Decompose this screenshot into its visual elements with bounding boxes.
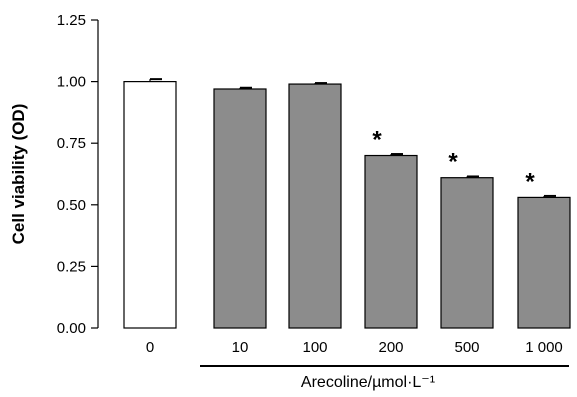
y-tick-label: 0.50 (57, 197, 86, 214)
bar-200 (364, 154, 418, 329)
bar-10 (213, 88, 267, 329)
y-tick-label: 1.00 (57, 74, 86, 91)
x-axis-label: Arecoline/µmol·L⁻¹ (301, 374, 435, 391)
significance-star: * (372, 127, 382, 154)
plot-area: 0.00 0.25 0.50 0.75 1.00 1.25 0 10 100 200 * 500 * 1 … (57, 12, 571, 367)
x-tick-label: 10 (232, 339, 249, 356)
y-tick-label: 0.75 (57, 135, 86, 152)
x-tick-label: 0 (146, 339, 154, 356)
x-tick-label: 500 (454, 339, 479, 356)
bar-100 (288, 83, 342, 329)
x-tick-label: 200 (378, 339, 403, 356)
y-tick-label: 0.25 (57, 258, 86, 275)
significance-star: * (525, 168, 535, 195)
significance-star: * (448, 149, 458, 176)
x-tick-label: 100 (302, 339, 327, 356)
y-axis-label: Cell viability (OD) (9, 104, 28, 245)
bar-500 (440, 177, 494, 329)
bar-1000 (517, 196, 571, 329)
y-tick-label: 1.25 (57, 12, 86, 29)
x-tick-label: 1 000 (525, 339, 563, 356)
bar-0 (123, 80, 177, 329)
y-tick-label: 0.00 (57, 320, 86, 337)
